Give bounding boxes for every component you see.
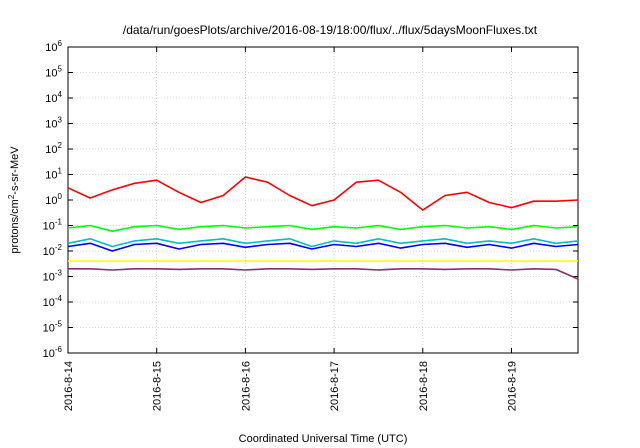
y-tick-label: 106	[45, 39, 62, 54]
x-tick-label: 2016-8-17	[329, 361, 341, 411]
y-tick-label: 10-3	[43, 269, 63, 284]
x-axis-label: Coordinated Universal Time (UTC)	[239, 433, 408, 445]
y-tick-label: 104	[45, 90, 62, 105]
series-line-2	[67, 224, 579, 232]
x-axis-ticks: 2016-8-14 2016-8-15 2016-8-16 2016-8-17 2016…	[63, 47, 518, 411]
series-line-1	[67, 176, 579, 211]
y-tick-label: 10-4	[43, 294, 63, 309]
grid-lines	[68, 47, 578, 353]
series-line-3	[67, 238, 579, 248]
y-tick-label: 102	[45, 141, 62, 156]
chart-title: /data/run/goesPlots/archive/2016-08-19/1…	[123, 23, 538, 37]
x-tick-label: 2016-8-14	[63, 361, 75, 411]
series-line-6	[68, 267, 579, 280]
y-tick-label: 10-1	[43, 218, 63, 233]
x-tick-label: 2016-8-15	[152, 361, 164, 411]
y-axis-ticks: 10-6 10-5 10-4 10-3 10-2 10-1 100 101 102 103 104 1…	[43, 39, 578, 360]
series-line-4	[67, 242, 579, 252]
y-tick-label: 100	[45, 192, 62, 207]
x-tick-label: 2016-8-18	[418, 361, 430, 411]
y-tick-label: 10-6	[43, 345, 63, 360]
y-tick-label: 105	[45, 65, 62, 80]
x-tick-label: 2016-8-16	[240, 361, 252, 411]
y-tick-label: 10-5	[43, 320, 63, 335]
x-tick-label: 2016-8-19	[506, 361, 518, 411]
y-tick-label: 101	[45, 167, 62, 182]
y-tick-label: 103	[45, 116, 62, 131]
y-tick-label: 10-2	[43, 243, 63, 258]
series-lines	[67, 176, 579, 280]
y-axis-label: protons/cm2-s-sr-MeV	[7, 146, 21, 254]
